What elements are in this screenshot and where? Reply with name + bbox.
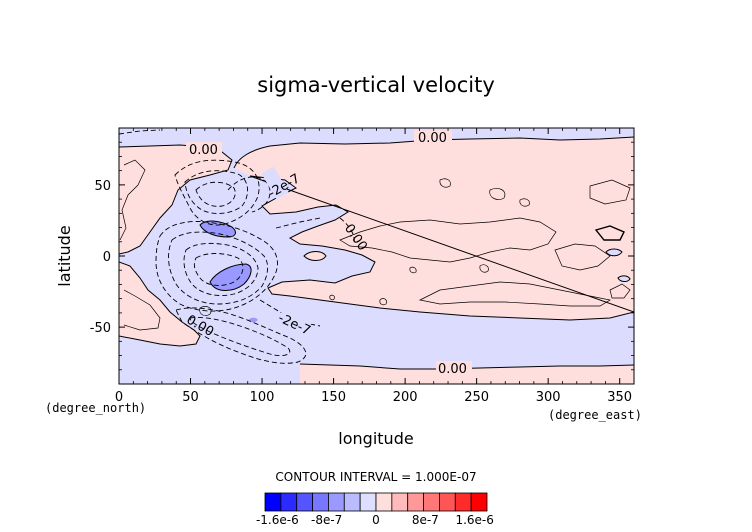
- contour-interval-label: CONTOUR INTERVAL = 1.000E-07: [275, 470, 476, 484]
- contour-label: 0.00: [189, 143, 218, 158]
- colorbar-swatch: [296, 492, 313, 512]
- colorbar-swatch: [423, 492, 440, 512]
- x-tick-label: 0: [115, 390, 123, 405]
- colorbar-swatch: [328, 492, 345, 512]
- colorbar-swatch: [280, 492, 298, 512]
- plot-field: 0.00 0.00 -2e-7 0.00 -2e-7 0.00 0.00: [119, 128, 634, 384]
- x-units-label: (degree_east): [548, 408, 642, 422]
- colorbar-swatch: [391, 492, 409, 512]
- x-tick-label: 100: [250, 390, 275, 405]
- colorbar-tick-label: 8e-7: [412, 513, 439, 527]
- colorbar-swatch: [312, 492, 329, 512]
- colorbar-tick-label: -1.6e-6: [256, 513, 299, 527]
- y-units-label: (degree_north): [45, 401, 146, 415]
- colorbar-swatch: [343, 492, 361, 512]
- positive-contours: [119, 159, 631, 331]
- positive-region-northeast: [234, 137, 634, 320]
- colorbar-ticks: -1.6e-6 -8e-7 0 8e-7 1.6e-6: [256, 513, 494, 527]
- colorbar-swatch: [359, 492, 377, 512]
- positive-region-northwest: [119, 145, 232, 254]
- x-axis: 0 50 100 150 200 250 300 350: [115, 128, 632, 405]
- negative-island-east1: [606, 249, 622, 256]
- x-tick-label: 300: [536, 390, 561, 405]
- y-axis-title: latitude: [55, 225, 74, 286]
- colorbar: [264, 492, 488, 512]
- colorbar-swatch: [264, 492, 282, 512]
- x-tick-label: 350: [607, 390, 632, 405]
- negative-contours: [119, 129, 355, 364]
- positive-island-small: [304, 251, 326, 261]
- positive-island-east: [352, 201, 362, 209]
- colorbar-swatch: [375, 492, 393, 512]
- colorbar-swatch: [470, 492, 488, 512]
- x-tick-label: 150: [321, 390, 346, 405]
- x-tick-label: 200: [393, 390, 418, 405]
- x-tick-label: 50: [182, 390, 199, 405]
- x-axis-title: longitude: [338, 429, 413, 448]
- colorbar-tick-label: 0: [372, 513, 380, 527]
- colorbar-swatch: [439, 492, 456, 512]
- contour-label: 0.00: [438, 362, 467, 377]
- positive-region-southwest: [119, 262, 200, 346]
- colorbar-tick-label: -8e-7: [311, 513, 342, 527]
- x-tick-label: 250: [464, 390, 489, 405]
- y-tick-label: -50: [90, 321, 111, 336]
- chart-title: sigma-vertical velocity: [257, 73, 495, 97]
- y-tick-label: 0: [103, 250, 111, 265]
- contour-label: 0.00: [418, 131, 447, 146]
- colorbar-tick-label: 1.6e-6: [455, 513, 493, 527]
- colorbar-swatch: [454, 492, 472, 512]
- strong-negative-core-2: [210, 264, 252, 291]
- negative-island-east2: [618, 275, 630, 282]
- colorbar-swatch: [407, 492, 424, 512]
- y-tick-label: 50: [94, 179, 111, 194]
- y-axis: -50 0 50: [90, 141, 634, 371]
